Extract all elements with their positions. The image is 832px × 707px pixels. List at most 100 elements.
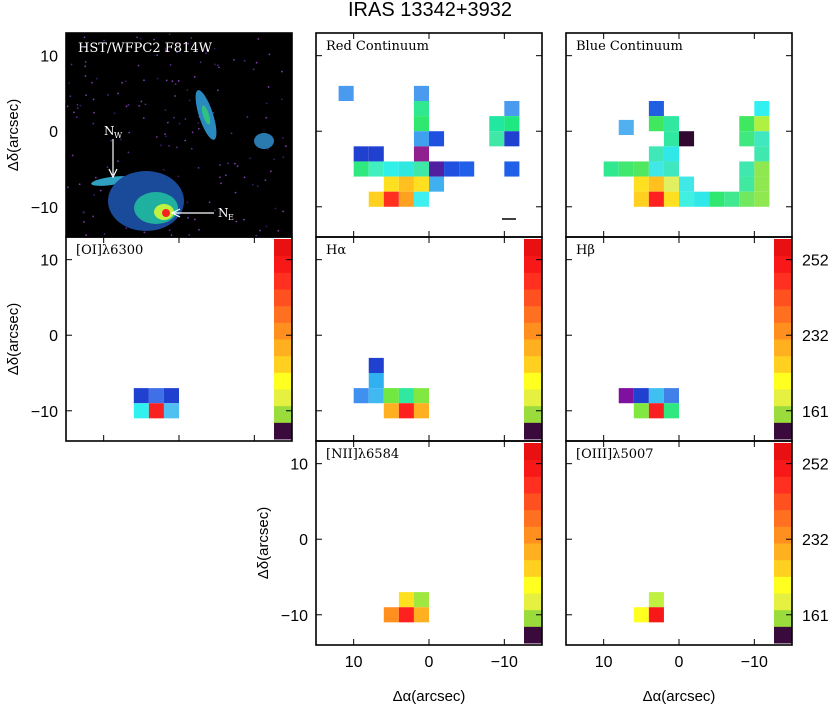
noise-dot <box>66 105 69 108</box>
heatmap-cell <box>413 85 429 101</box>
heatmap-cell <box>633 176 649 192</box>
noise-dot <box>91 81 93 84</box>
x-tick-label: 10 <box>595 654 613 671</box>
noise-dot <box>93 193 96 196</box>
noise-dot <box>214 209 217 212</box>
noise-dot <box>198 228 200 231</box>
noise-dot <box>83 36 86 39</box>
heatmap-cell <box>663 131 679 147</box>
noise-dot <box>155 136 158 138</box>
heatmap-cell <box>383 191 399 207</box>
panel-red-continuum: Red Continuum <box>315 32 543 238</box>
heatmap-cell <box>368 191 384 207</box>
noise-dot <box>127 104 130 106</box>
noise-dot <box>191 131 194 134</box>
noise-dot <box>274 207 277 210</box>
noise-dot <box>68 82 70 84</box>
noise-dot <box>164 133 166 136</box>
y-tick-label: 0 <box>299 532 308 549</box>
noise-dot <box>173 116 175 119</box>
heatmap-cell <box>648 161 664 177</box>
heatmap-cell <box>459 161 475 177</box>
heatmap-cell <box>663 116 679 132</box>
noise-dot <box>184 139 187 142</box>
noise-dot <box>136 36 139 39</box>
heatmap-cell <box>398 592 414 608</box>
heatmap-cell <box>709 191 725 207</box>
heatmap-cell <box>739 161 755 177</box>
noise-dot <box>76 107 79 110</box>
noise-dot <box>125 227 128 230</box>
colorbar-segment <box>774 255 792 273</box>
noise-dot <box>166 121 169 124</box>
heatmap-cell <box>163 403 179 419</box>
noise-dot <box>193 76 196 78</box>
noise-dot <box>142 117 145 119</box>
colorbar-segment <box>774 372 792 390</box>
colorbar-segment <box>524 355 542 373</box>
noise-dot <box>243 176 246 179</box>
colorbar-segment <box>524 422 542 440</box>
heatmap-cell <box>353 388 369 404</box>
heatmap-cell <box>413 146 429 162</box>
noise-dot <box>79 104 82 107</box>
noise-dot <box>186 201 189 204</box>
noise-dot <box>110 139 113 142</box>
noise-dot <box>127 151 130 154</box>
noise-dot <box>282 156 285 159</box>
noise-dot <box>84 65 87 68</box>
heatmap-cell <box>133 388 149 404</box>
noise-dot <box>206 49 208 52</box>
heatmap-cell <box>148 403 164 419</box>
arrow-e-head <box>170 208 181 218</box>
heatmap-cell <box>648 191 664 207</box>
noise-dot <box>128 131 131 134</box>
heatmap-cell <box>338 85 354 101</box>
heatmap-cell <box>603 161 619 177</box>
colorbar-segment <box>524 509 542 527</box>
noise-dot <box>117 92 119 95</box>
colorbar-segment <box>524 443 542 461</box>
y-tick-label: 10 <box>290 457 308 474</box>
noise-dot <box>227 162 229 165</box>
heatmap-cell <box>429 161 445 177</box>
panel-label: [OI]λ6300 <box>76 243 143 258</box>
panel-h-: Hα <box>315 236 543 442</box>
heatmap-cell <box>383 403 399 419</box>
noise-dot <box>168 144 171 147</box>
colorbar-segment <box>524 322 542 340</box>
noise-dot <box>113 112 116 115</box>
heatmap-cell <box>368 161 384 177</box>
noise-dot <box>84 75 87 77</box>
noise-dot <box>138 105 141 107</box>
heatmap-cell <box>413 403 429 419</box>
noise-dot <box>273 158 275 161</box>
noise-dot <box>82 211 85 214</box>
noise-dot <box>208 201 211 204</box>
y-axis-label: Δδ(arcsec) <box>255 507 272 580</box>
noise-dot <box>78 183 81 186</box>
heatmap-cell <box>429 131 445 147</box>
colorbar-segment <box>524 559 542 577</box>
panel-label: [NII]λ6584 <box>326 447 399 462</box>
heatmap-cell <box>413 116 429 132</box>
heatmap-cell <box>413 191 429 207</box>
noise-dot <box>281 70 283 73</box>
heatmap-cell <box>648 592 664 608</box>
heatmap-cell <box>663 388 679 404</box>
noise-dot <box>193 218 196 221</box>
heatmap-cell <box>663 146 679 162</box>
heatmap-cell <box>648 146 664 162</box>
noise-dot <box>187 216 189 219</box>
heatmap-cell <box>163 388 179 404</box>
noise-dot <box>175 146 178 149</box>
noise-dot <box>265 116 268 119</box>
heatmap-cell <box>739 176 755 192</box>
x-tick-label: 0 <box>675 654 684 671</box>
panel--oi-6300: [OI]λ6300 10 0 −10 Δδ(arcsec) <box>5 236 293 442</box>
y-tick-label: −10 <box>31 404 58 421</box>
colorbar-segment <box>774 476 792 494</box>
colorbar-segment <box>774 526 792 544</box>
panel-label: Hα <box>326 243 346 258</box>
